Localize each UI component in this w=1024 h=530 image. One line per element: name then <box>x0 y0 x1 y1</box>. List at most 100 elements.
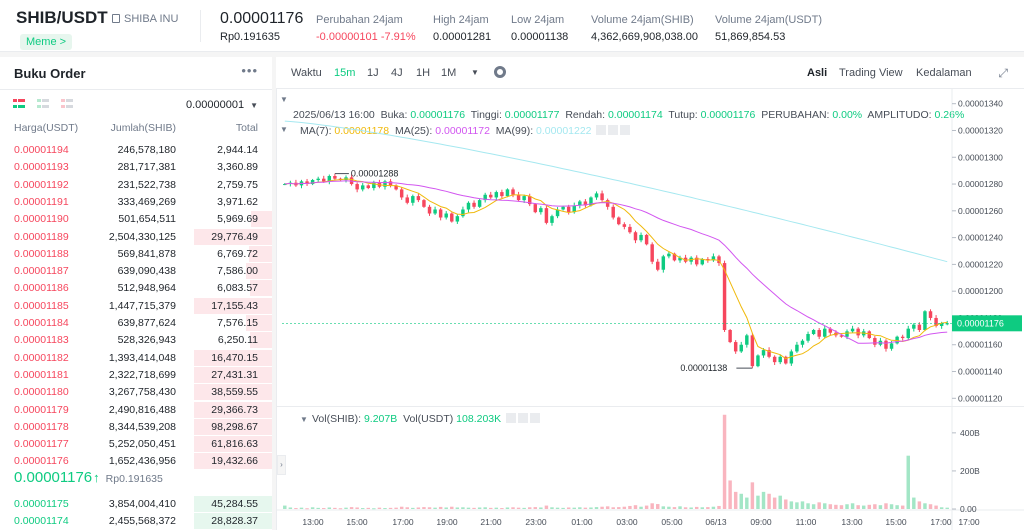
precision-select[interactable]: 0.00000001 ▼ <box>186 99 258 111</box>
token-name[interactable]: SHIBA INU <box>112 13 178 25</box>
price-tick-label: 0.00001160 <box>958 340 1003 350</box>
candle <box>455 216 460 222</box>
stat-low: Low 24jam 0.00001138 <box>511 14 568 43</box>
depth-bar <box>194 349 272 366</box>
ask-row[interactable]: 0.00001178 8,344,539,208 98,298.67 <box>0 418 272 436</box>
low-value: 0.00001174 <box>607 109 663 121</box>
collapse-icon[interactable]: ▼ <box>280 125 288 134</box>
candle <box>906 328 910 339</box>
time-tick-label: 06/13 <box>705 517 727 527</box>
gear-icon[interactable] <box>494 66 506 78</box>
view-kedalaman[interactable]: Kedalaman <box>916 67 972 79</box>
volume-bar <box>411 507 415 509</box>
interval-15m[interactable]: 15m <box>334 67 356 79</box>
current-price-label: 0.00001176 <box>957 318 1004 328</box>
expand-icon[interactable]: ⤢ <box>998 66 1008 80</box>
pair-title[interactable]: SHIB/USDT <box>16 8 108 27</box>
row-price: 0.00001181 <box>14 368 69 381</box>
ask-row[interactable]: 0.00001182 1,393,414,048 16,470.15 <box>0 349 272 367</box>
depth-bar <box>194 496 272 512</box>
depth-bar <box>194 513 272 530</box>
candle <box>711 256 716 261</box>
depth-bar <box>194 436 272 453</box>
candle <box>761 350 766 356</box>
candle <box>399 189 404 198</box>
ask-row[interactable]: 0.00001191 333,469,269 3,971.62 <box>0 193 272 211</box>
settings-icon[interactable] <box>608 125 619 135</box>
ask-row[interactable]: 0.00001183 528,326,943 6,250.11 <box>0 331 272 349</box>
divider <box>0 89 272 90</box>
ask-row[interactable]: 0.00001194 246,578,180 2,944.14 <box>0 141 272 159</box>
time-tick-label: 23:00 <box>525 517 547 527</box>
candle <box>667 253 671 257</box>
ask-row[interactable]: 0.00001192 231,522,738 2,759.75 <box>0 176 272 194</box>
row-price: 0.00001193 <box>14 161 69 174</box>
more-icon[interactable]: ••• <box>241 63 258 78</box>
candle <box>650 244 654 262</box>
candle <box>778 356 782 363</box>
ask-row[interactable]: 0.00001181 2,322,718,699 27,431.31 <box>0 366 272 384</box>
bid-row[interactable]: 0.00001174 2,455,568,372 28,828.37 <box>0 512 272 530</box>
ask-row[interactable]: 0.00001177 5,252,050,451 61,816.63 <box>0 435 272 453</box>
row-total: 98,298.67 <box>211 420 258 433</box>
meme-tag[interactable]: Meme > <box>20 34 73 50</box>
row-price: 0.00001174 <box>14 515 69 528</box>
ask-row[interactable]: 0.00001180 3,267,758,430 38,559.55 <box>0 383 272 401</box>
volume-bar <box>472 507 476 509</box>
ask-row[interactable]: 0.00001186 512,948,964 6,083.57 <box>0 279 272 297</box>
settings-icon[interactable] <box>518 413 529 423</box>
volume-bar <box>711 506 716 509</box>
price-tick-label: 0.00001280 <box>958 179 1003 189</box>
volume-bar <box>405 507 409 509</box>
row-total: 29,366.73 <box>211 403 258 416</box>
ask-row[interactable]: 0.00001185 1,447,715,379 17,155.43 <box>0 297 272 315</box>
view-asli[interactable]: Asli <box>807 67 828 79</box>
eye-icon[interactable] <box>596 125 607 135</box>
chevron-down-icon[interactable]: ▼ <box>471 68 479 77</box>
stat-value: 0.00001138 <box>511 31 569 43</box>
candle <box>388 181 393 186</box>
open-label: Buka: <box>380 109 408 121</box>
volume-bar <box>834 504 838 509</box>
time-tick-label: 13:00 <box>302 517 324 527</box>
view-both-icon[interactable] <box>13 99 25 109</box>
candle <box>394 185 398 190</box>
ask-row[interactable]: 0.00001190 501,654,511 5,969.69 <box>0 210 272 228</box>
depth-bar <box>194 418 272 435</box>
interval-4j[interactable]: 4J <box>391 67 403 79</box>
candle <box>572 205 576 213</box>
ask-row[interactable]: 0.00001179 2,490,816,488 29,366.73 <box>0 401 272 419</box>
row-price: 0.00001188 <box>14 247 69 260</box>
time-tick-label: 05:00 <box>661 517 683 527</box>
ask-row[interactable]: 0.00001193 281,717,381 3,360.89 <box>0 158 272 176</box>
volume-bar <box>489 507 493 509</box>
volume-bar <box>811 504 816 509</box>
volume-bar <box>906 455 910 509</box>
ask-row[interactable]: 0.00001184 639,877,624 7,576.15 <box>0 314 272 332</box>
interval-1h[interactable]: 1H <box>416 67 431 79</box>
close-icon[interactable] <box>530 413 541 423</box>
ask-row[interactable]: 0.00001176 1,652,436,956 19,432.66 <box>0 452 272 470</box>
collapse-icon[interactable]: ▼ <box>300 415 308 424</box>
chevron-right-icon[interactable]: › <box>277 455 286 475</box>
pane-divider[interactable] <box>276 406 1024 407</box>
interval-1j[interactable]: 1J <box>367 67 379 79</box>
bid-row[interactable]: 0.00001175 3,854,004,410 45,284.55 <box>0 495 272 513</box>
volume-bar <box>399 506 404 509</box>
view-bids-icon[interactable] <box>37 99 49 109</box>
ask-row[interactable]: 0.00001188 569,841,878 6,769.72 <box>0 245 272 263</box>
interval-1m[interactable]: 1M <box>441 67 457 79</box>
collapse-icon[interactable]: ▼ <box>280 95 288 104</box>
view-trading-view[interactable]: Trading View <box>839 67 903 79</box>
row-amount: 1,447,715,379 <box>108 299 176 312</box>
volume-bar <box>299 507 304 509</box>
ask-row[interactable]: 0.00001189 2,504,330,125 29,776.49 <box>0 228 272 246</box>
depth-bar <box>194 453 272 470</box>
eye-icon[interactable] <box>506 413 517 423</box>
volume-bar <box>756 495 760 509</box>
ask-row[interactable]: 0.00001187 639,090,438 7,586.00 <box>0 262 272 280</box>
candlestick-chart[interactable]: 0.00001340 0.00001320 0.00001300 0.00001280… <box>276 57 1024 530</box>
view-asks-icon[interactable] <box>61 99 73 109</box>
volume-bar <box>761 491 766 509</box>
close-icon[interactable] <box>620 125 631 135</box>
